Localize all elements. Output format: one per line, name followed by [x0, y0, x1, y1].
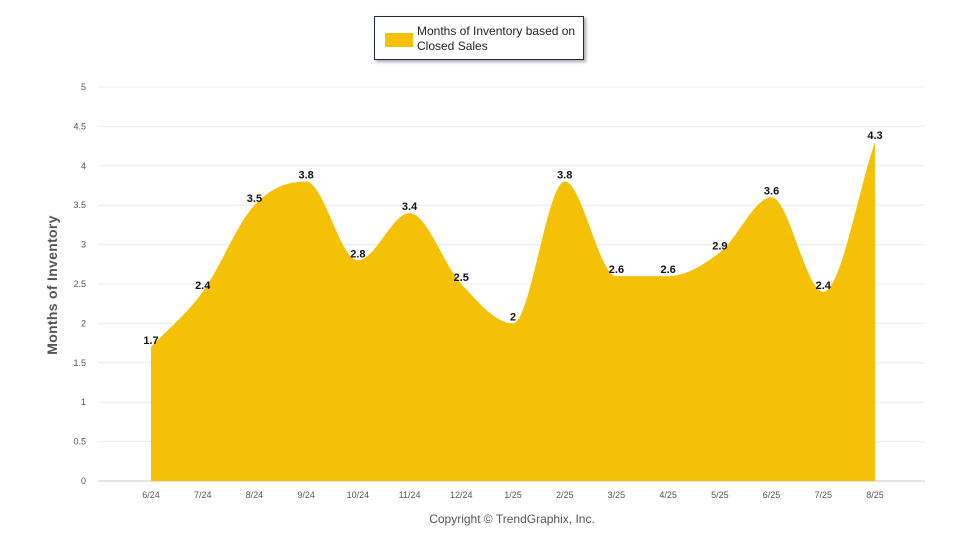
copyright-footer: Copyright © TrendGraphix, Inc. [429, 512, 595, 526]
x-tick-label: 2/25 [556, 490, 574, 500]
x-tick-label: 5/25 [711, 490, 729, 500]
data-label: 2.6 [609, 264, 624, 276]
y-tick-label: 2.5 [73, 279, 86, 289]
data-label: 2.9 [712, 240, 727, 252]
legend-swatch [385, 33, 413, 47]
y-tick-label: 0.5 [73, 437, 86, 447]
x-tick-label: 7/25 [815, 490, 833, 500]
data-label: 2.4 [195, 280, 211, 292]
data-label: 2.5 [454, 272, 469, 284]
data-label: 3.6 [764, 185, 779, 197]
x-tick-label: 7/24 [194, 490, 212, 500]
y-tick-label: 3.5 [73, 200, 86, 210]
data-label: 4.3 [867, 130, 882, 142]
x-tick-label: 10/24 [347, 490, 370, 500]
x-tick-label: 8/25 [866, 490, 884, 500]
y-tick-label: 4 [81, 161, 86, 171]
data-label: 2.6 [660, 264, 675, 276]
y-tick-label: 0 [81, 476, 86, 486]
y-axis-title: Months of Inventory [44, 215, 60, 355]
data-label: 2 [510, 311, 516, 323]
data-label: 3.5 [247, 193, 262, 205]
x-tick-label: 12/24 [450, 490, 473, 500]
y-tick-label: 4.5 [73, 121, 86, 131]
series-area [151, 142, 875, 481]
x-tick-label: 9/24 [297, 490, 315, 500]
data-label: 1.7 [143, 335, 158, 347]
series-area-group [151, 142, 875, 481]
x-tick-label: 6/25 [763, 490, 781, 500]
x-tick-label: 3/25 [608, 490, 626, 500]
data-label: 3.4 [402, 201, 418, 213]
legend: Months of Inventory based on Closed Sale… [374, 16, 584, 60]
y-tick-label: 5 [81, 82, 86, 92]
y-tick-labels: 0 0.5 1 1.5 2 2.5 3 3.5 4 4.5 5 [73, 82, 86, 486]
x-tick-label: 4/25 [659, 490, 677, 500]
x-tick-label: 1/25 [504, 490, 522, 500]
data-label: 3.8 [298, 170, 313, 182]
x-tick-label: 8/24 [246, 490, 264, 500]
x-tick-labels: 6/24 7/24 8/24 9/24 10/24 11/24 12/24 1/25 2/25 3… [142, 490, 884, 500]
y-tick-label: 3 [81, 240, 86, 250]
y-tick-label: 1 [81, 397, 86, 407]
x-tick-label: 11/24 [399, 490, 421, 500]
x-tick-label: 6/24 [142, 490, 160, 500]
data-label: 3.8 [557, 170, 572, 182]
y-tick-label: 2 [81, 318, 86, 328]
data-label: 2.4 [816, 280, 832, 292]
y-tick-label: 1.5 [73, 358, 86, 368]
data-label: 2.8 [350, 248, 365, 260]
legend-label: Months of Inventory based on Closed Sale… [417, 24, 576, 53]
data-labels: 1.7 2.4 3.5 3.8 2.8 3.4 2.5 2 3.8 2.6 2.6 2.9 3.6 2.4… [143, 130, 882, 347]
